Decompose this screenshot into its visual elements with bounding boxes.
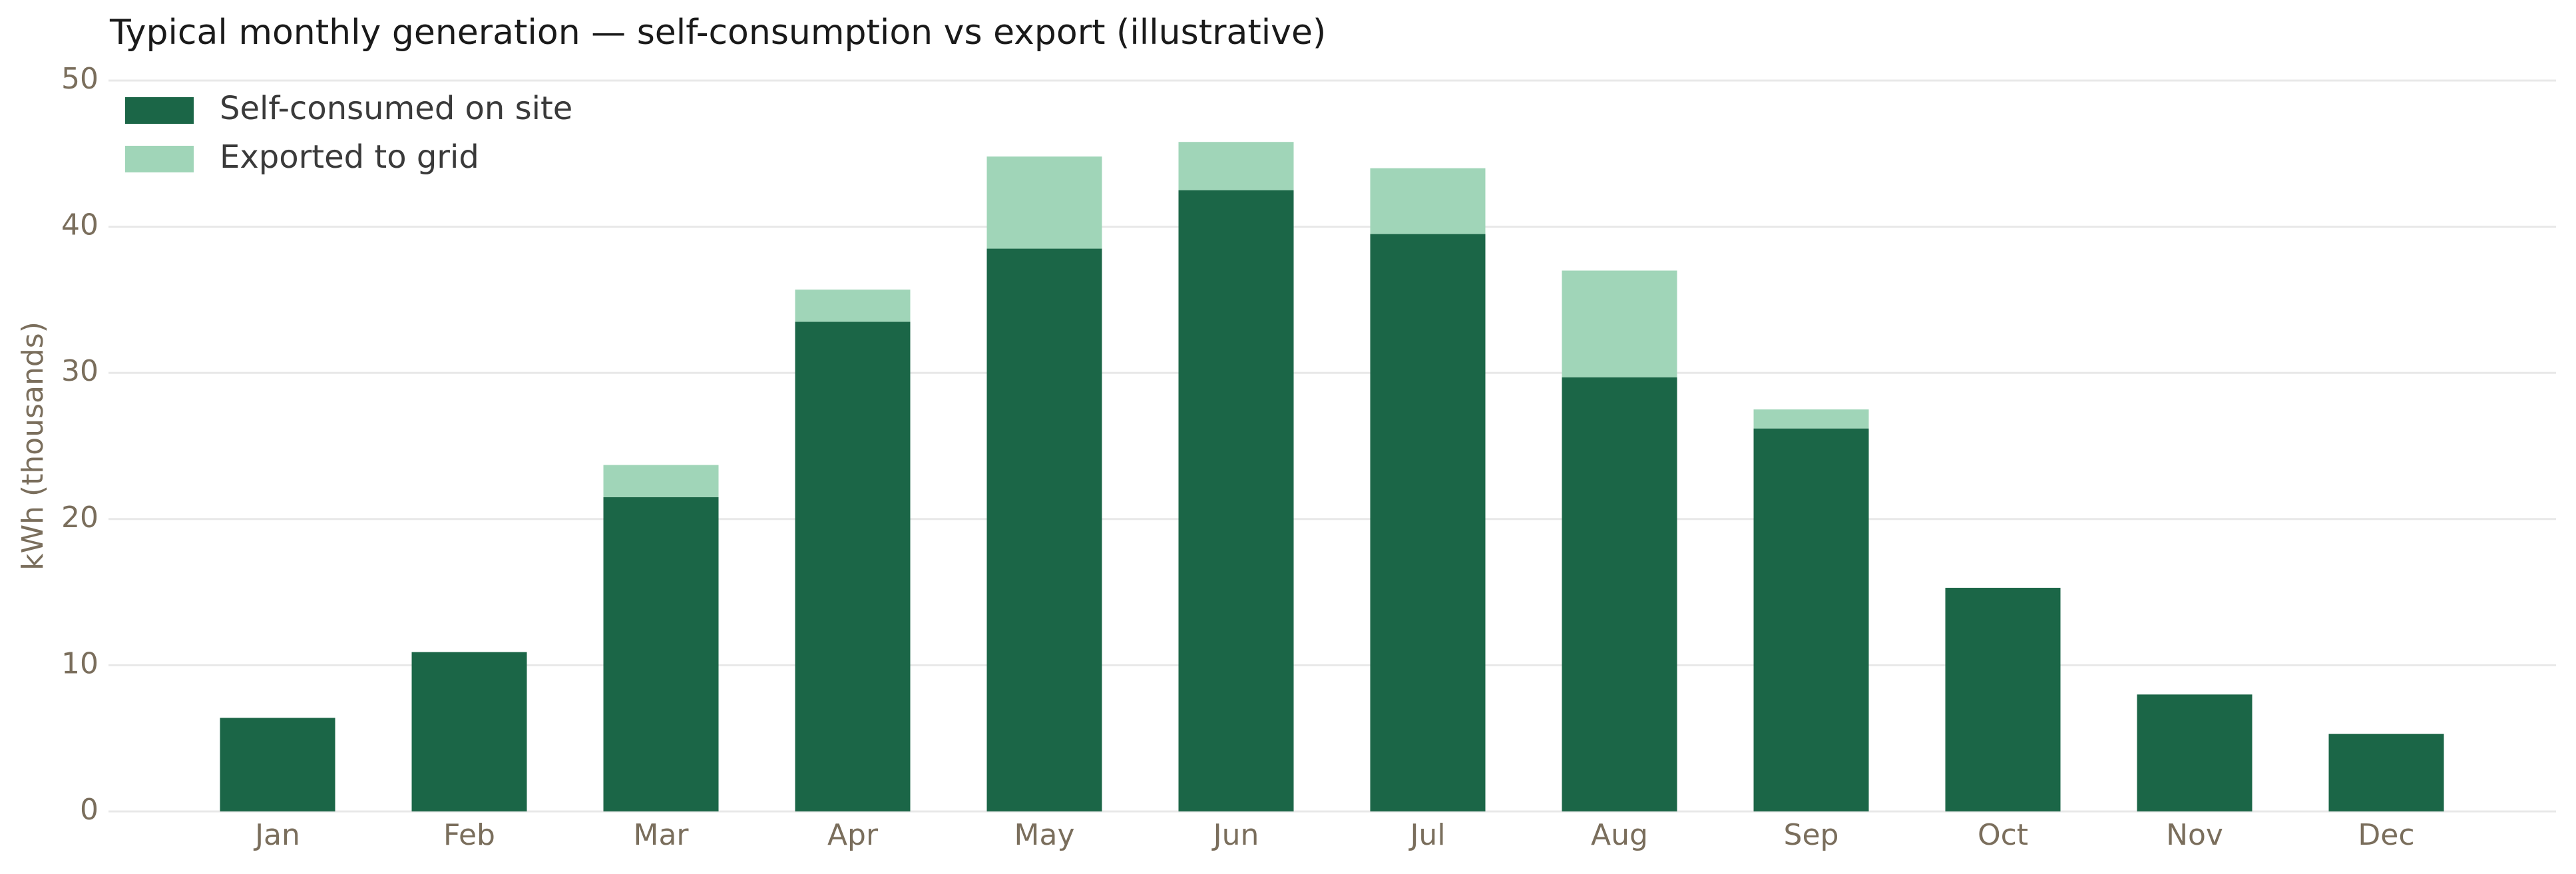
y-tick-label: 20 [61,501,99,535]
bar-segment [1178,142,1294,190]
bar-segment [2137,694,2253,811]
x-tick-label: May [1014,818,1075,852]
legend-label: Exported to grid [220,138,479,176]
legend-swatch [125,146,194,172]
legend-swatch [125,97,194,124]
bar-segment [220,718,335,811]
bar-segment [1370,234,1486,812]
y-tick-label: 50 [61,62,99,96]
x-tick-label: Sep [1784,818,1839,852]
x-tick-label: Mar [633,818,689,852]
bar-segment [2328,734,2444,811]
bar-segment [1562,270,1677,377]
bar-segment [411,652,527,811]
bar-segment [1753,409,1869,429]
x-tick-label: Jan [253,818,300,852]
bar-segment [1753,428,1869,811]
y-tick-label: 30 [61,354,99,388]
bar-segment [603,497,719,811]
bar-segment [1370,168,1486,234]
bar-segment [1562,377,1677,811]
y-tick-label: 10 [61,646,99,680]
bar-segment [986,248,1102,811]
x-tick-label: Aug [1591,818,1648,852]
bar-segment [795,290,911,322]
bar-segment [1945,588,2061,811]
bar-segment [603,465,719,497]
x-tick-label: Nov [2166,818,2223,852]
x-tick-label: Jun [1211,818,1259,852]
bar-segment [795,322,911,812]
x-tick-label: Jul [1408,818,1445,852]
legend-label: Self-consumed on site [220,90,572,127]
bar-segment [1178,190,1294,811]
x-tick-label: Oct [1978,818,2028,852]
y-tick-label: 0 [80,793,99,827]
chart-title: Typical monthly generation — self-consum… [109,13,1326,53]
y-tick-label: 40 [61,208,99,242]
y-axis-label: kWh (thousands) [16,322,50,570]
x-tick-label: Feb [443,818,495,852]
bar-segment [986,156,1102,249]
x-tick-label: Dec [2358,818,2414,852]
x-tick-label: Apr [827,818,879,852]
